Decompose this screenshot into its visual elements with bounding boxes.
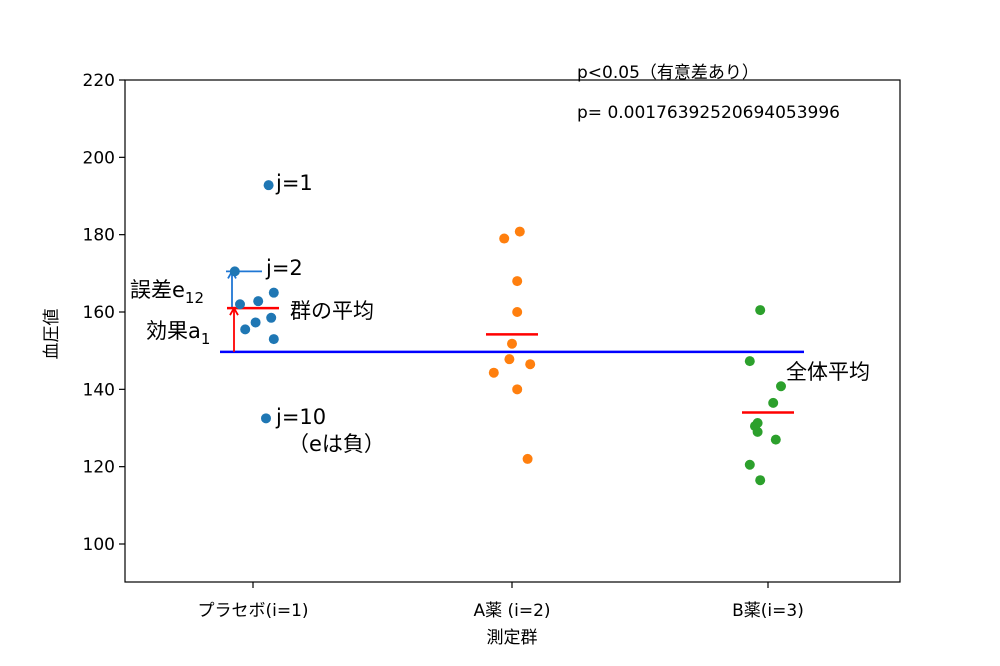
annotation-group-mean: 群の平均 <box>290 299 374 323</box>
data-point <box>229 266 240 277</box>
data-point <box>744 356 755 367</box>
data-point <box>768 397 779 408</box>
x-axis: プラセボ(i=1) A薬 (i=2) B薬(i=3) <box>197 582 804 621</box>
data-point <box>522 453 533 464</box>
data-point <box>268 334 279 345</box>
x-tick-label: A薬 (i=2) <box>473 601 550 621</box>
annotation-error: 誤差e12 <box>130 278 204 307</box>
data-point <box>770 434 781 445</box>
data-point <box>755 475 766 486</box>
annotation-e-negative: （eは負） <box>288 432 385 456</box>
annotation-j1: j=1 <box>275 171 313 195</box>
y-tick-label: 140 <box>83 380 115 400</box>
x-tick-label: プラセボ(i=1) <box>197 601 308 621</box>
data-point <box>512 384 523 395</box>
annotation-grand-mean: 全体平均 <box>786 360 870 384</box>
y-tick-label: 160 <box>83 303 115 323</box>
y-axis-title: 血圧値 <box>42 309 62 360</box>
annotation-j10: j=10 <box>275 405 326 429</box>
y-tick-label: 180 <box>83 226 115 246</box>
data-point <box>488 367 499 378</box>
data-point <box>755 305 766 316</box>
p-value-text: p= 0.0017639252069405399​6 <box>577 103 840 123</box>
data-point <box>512 307 523 317</box>
x-axis-title: 測定群 <box>487 628 538 648</box>
data-point <box>253 296 264 307</box>
data-point <box>266 312 277 323</box>
data-point <box>235 299 245 310</box>
effect-subscript: 1 <box>201 330 211 348</box>
x-tick-label: B薬(i=3) <box>732 601 804 621</box>
significance-text: p<0.05（有意差あり） <box>577 63 759 83</box>
error-subscript: 12 <box>185 289 204 307</box>
y-tick-label: 220 <box>83 71 115 91</box>
data-point <box>744 459 755 470</box>
data-point <box>525 359 536 370</box>
data-point <box>263 180 274 191</box>
data-points <box>229 180 786 486</box>
y-tick-label: 120 <box>83 458 115 478</box>
annotation-effect: 効果a1 <box>146 319 210 348</box>
y-tick-label: 200 <box>83 148 115 168</box>
data-point <box>268 287 279 298</box>
y-axis: 100 120 140 160 180 200 220 <box>83 71 125 555</box>
data-point <box>752 426 763 437</box>
annotation-j2: j=2 <box>265 256 303 280</box>
data-point <box>507 338 517 349</box>
effect-label: 効果a <box>146 319 201 343</box>
data-point <box>504 354 515 365</box>
data-point <box>776 381 786 392</box>
error-label: 誤差e <box>130 278 185 302</box>
data-point <box>250 317 261 328</box>
effect-marker <box>229 306 239 352</box>
y-tick-label: 100 <box>83 535 115 555</box>
group-means <box>227 306 794 414</box>
data-point <box>240 324 251 335</box>
data-point <box>512 276 523 287</box>
data-point <box>514 226 525 237</box>
data-point <box>261 413 271 424</box>
data-point <box>499 233 510 244</box>
